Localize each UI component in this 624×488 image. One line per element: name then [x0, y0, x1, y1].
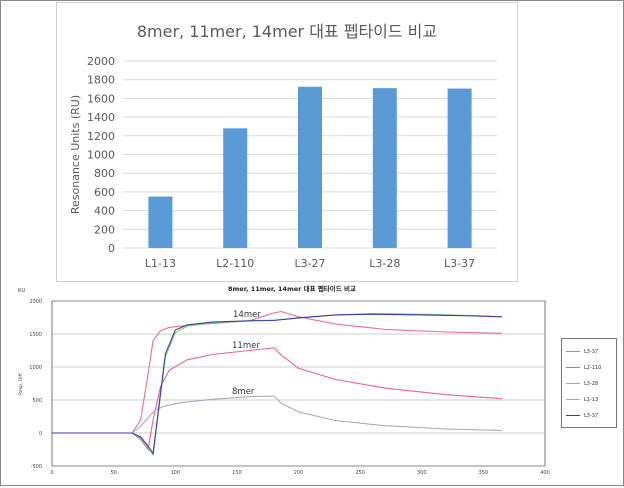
bar-chart-ylabel: Resonance Units (RU) — [69, 95, 82, 214]
bar-xtick-label: L3-27 — [294, 257, 325, 270]
legend-swatch — [566, 351, 580, 352]
legend-label: L3-28 — [584, 381, 599, 387]
sensorgram-xticks: 0 50 100 150 200 250 300 350 400 — [50, 470, 549, 476]
bar-chart-title: 8mer, 11mer, 14mer 대표 펩타이드 비교 — [137, 22, 437, 41]
legend-item: L3-37 — [566, 411, 614, 421]
sensorgram-legend: L3-37 L2-110 L3-28 L1-13 L3-37 — [561, 338, 617, 428]
bar-ytick-label: 1000 — [87, 149, 115, 162]
legend-label: L2-110 — [584, 365, 602, 371]
sensorgram-xtick-label: 100 — [170, 470, 180, 476]
bar-ytick-label: 600 — [94, 186, 115, 199]
sensorgram-ytick-label: 500 — [32, 398, 42, 404]
legend-item: L2-110 — [566, 363, 614, 373]
bar-l3-37 — [447, 88, 472, 249]
sensorgram-line-l3-37-0 — [52, 311, 502, 434]
sensorgram-ytick-label: 0 — [39, 431, 42, 437]
sensorgram-line-l3-37-4 — [52, 313, 502, 456]
sensorgram-series — [52, 311, 502, 457]
annotation-14mer: 14mer — [233, 310, 261, 320]
sensorgram-xtick-label: 250 — [355, 470, 365, 476]
bar-ytick-label: 1400 — [87, 111, 115, 124]
sensorgram-ylabel: Resp. Diff. — [18, 372, 24, 395]
bar-ytick-label: 0 — [108, 242, 115, 255]
bar-chart: 8mer, 11mer, 14mer 대표 펩타이드 비교 Resonance … — [69, 22, 497, 270]
sensorgram-title: 8mer, 11mer, 14mer 대표 펩타이드 비교 — [228, 284, 356, 293]
sensorgram-xtick-label: 350 — [479, 470, 489, 476]
bar-xtick-label: L3-28 — [369, 257, 400, 270]
legend-label: L1-13 — [584, 397, 599, 403]
bar-xtick-label: L2-110 — [216, 257, 254, 270]
bar-chart-bars — [148, 86, 472, 249]
sensorgram-xtick-label: 200 — [294, 470, 304, 476]
bar-ytick-label: 800 — [94, 167, 115, 180]
sensorgram-yunit: RU — [18, 288, 25, 294]
sensorgram-ytick-label: 1000 — [29, 365, 42, 371]
legend-item: L3-28 — [566, 379, 614, 389]
legend-label: L3-37 — [584, 349, 599, 355]
annotation-11mer: 11mer — [232, 341, 260, 351]
legend-item: L1-13 — [566, 395, 614, 405]
bar-l2-110 — [223, 128, 248, 248]
bar-xtick-label: L1-13 — [145, 257, 176, 270]
sensorgram-panel: 8mer, 11mer, 14mer 대표 펩타이드 비교 RU Resp. D… — [0, 282, 622, 484]
bar-ytick-label: 2000 — [87, 55, 115, 68]
bar-ytick-label: 1600 — [87, 92, 115, 105]
bar-l3-28 — [372, 88, 397, 249]
legend-swatch — [566, 415, 580, 416]
sensorgram-grid — [51, 300, 546, 467]
sensorgram-chart: 8mer, 11mer, 14mer 대표 펩타이드 비교 RU Resp. D… — [18, 284, 550, 476]
bar-ytick-label: 1200 — [87, 130, 115, 143]
annotation-8mer: 8mer — [232, 387, 255, 397]
sensorgram-line-l1-13-3 — [52, 395, 502, 434]
sensorgram-plot-border — [51, 300, 546, 467]
sensorgram-ytick-label: 1500 — [29, 332, 42, 338]
bar-l1-13 — [148, 196, 173, 248]
bar-chart-panel: 8mer, 11mer, 14mer 대표 펩타이드 비교 Resonance … — [56, 2, 518, 282]
sensorgram-ytick-label: 2000 — [29, 299, 42, 305]
sensorgram-xtick-label: 400 — [540, 470, 550, 476]
bar-chart-xticks: L1-13 L2-110 L3-27 L3-28 L3-37 — [145, 257, 475, 270]
bar-ytick-label: 1800 — [87, 74, 115, 87]
sensorgram-line-l3-28-2 — [52, 312, 502, 457]
bar-ytick-label: 200 — [94, 223, 115, 236]
bar-ytick-label: 400 — [94, 205, 115, 218]
legend-item: L3-37 — [566, 347, 614, 357]
sensorgram-xtick-label: 0 — [50, 470, 53, 476]
sensorgram-yticks: -500 0 500 1000 1500 2000 — [29, 299, 42, 470]
legend-swatch — [566, 383, 580, 384]
bar-chart-yticks: 0 200 400 600 800 1000 1200 1400 1600 1800 2000 — [87, 55, 115, 255]
sensorgram-xtick-label: 50 — [110, 470, 116, 476]
sensorgram-xtick-label: 300 — [417, 470, 427, 476]
legend-swatch — [566, 367, 580, 368]
bar-l3-27 — [298, 86, 322, 249]
legend-label: L3-37 — [584, 413, 599, 419]
sensorgram-line-l2-110-1 — [52, 347, 502, 451]
sensorgram-ytick-label: -500 — [31, 464, 42, 470]
bar-xtick-label: L3-37 — [444, 257, 475, 270]
legend-swatch — [566, 399, 580, 400]
sensorgram-xtick-label: 150 — [232, 470, 242, 476]
